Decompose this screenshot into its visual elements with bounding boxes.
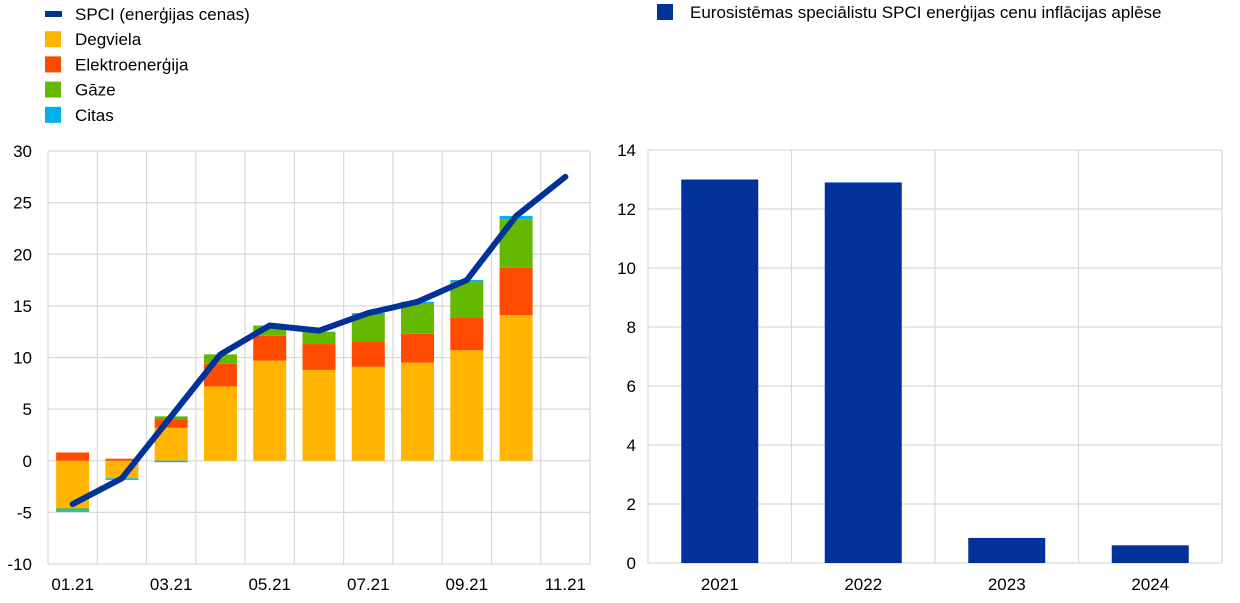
legend-label: SPCI (enerģijas cenas) xyxy=(75,5,250,24)
bar xyxy=(681,179,759,563)
spci-line xyxy=(69,173,569,508)
bar-segment-electricity xyxy=(401,333,435,363)
bar-segment-electricity xyxy=(56,452,90,461)
x-tick-label: 2023 xyxy=(988,575,1026,594)
legend-label: Eurosistēmas speciālistu SPCI enerģijas … xyxy=(690,3,1162,22)
legend-label: Gāze xyxy=(75,81,116,100)
bar-segment-electricity xyxy=(499,267,533,316)
legend-label: Elektroenerģija xyxy=(75,55,189,74)
legend-swatch-electricity xyxy=(45,56,61,73)
y-tick-label: 0 xyxy=(23,452,32,471)
bar-segment-electricity xyxy=(450,317,484,351)
right-chart: 0 2 4 6 8 10 12 14 2021 2022 2023 2024 xyxy=(617,141,1223,594)
bar-segment-electricity xyxy=(105,458,139,461)
bar-segment-fuel xyxy=(499,315,533,461)
bar xyxy=(1111,545,1189,563)
x-tick-label: 07.21 xyxy=(347,575,390,594)
bar-segment-gas xyxy=(401,302,435,334)
y-tick-label: 10 xyxy=(617,259,636,278)
y-tick-label: 15 xyxy=(13,297,32,316)
bar-segment-fuel xyxy=(253,360,287,461)
bar-segment-gas xyxy=(302,331,336,345)
x-tick-label: 2022 xyxy=(844,575,882,594)
y-tick-label: 14 xyxy=(617,141,636,160)
bar-segment-electricity xyxy=(253,335,287,361)
x-tick-label: 2024 xyxy=(1131,575,1169,594)
bar-segment-fuel xyxy=(351,366,385,461)
x-tick-label: 05.21 xyxy=(248,575,291,594)
bar xyxy=(968,537,1046,563)
bar-segment-other xyxy=(154,460,188,463)
bar-segment-fuel xyxy=(203,386,237,461)
y-tick-label: -10 xyxy=(7,555,32,574)
y-tick-label: 0 xyxy=(627,554,636,573)
bar-segment-fuel xyxy=(450,350,484,461)
y-tick-label: 12 xyxy=(617,200,636,219)
bar xyxy=(824,182,902,563)
y-tick-label: 20 xyxy=(13,245,32,264)
bar-segment-electricity xyxy=(154,419,188,428)
y-tick-label: 8 xyxy=(627,318,636,337)
y-tick-label: -5 xyxy=(17,503,32,522)
left-legend: SPCI (enerģijas cenas) Degviela Elektroene… xyxy=(45,5,250,125)
bar-segment-gas xyxy=(56,508,90,511)
y-tick-label: 10 xyxy=(13,349,32,368)
x-tick-label: 03.21 xyxy=(150,575,193,594)
legend-line-swatch xyxy=(45,11,62,17)
x-tick-label: 11.21 xyxy=(545,575,586,594)
x-tick-label: 2021 xyxy=(701,575,739,594)
y-tick-label: 4 xyxy=(627,436,636,455)
bar-segment-fuel xyxy=(302,369,336,461)
bar-segment-gas xyxy=(253,325,287,336)
legend-label: Citas xyxy=(75,106,114,125)
x-tick-label: 01.21 xyxy=(51,575,94,594)
legend-swatch xyxy=(657,4,673,20)
y-tick-label: 30 xyxy=(13,142,32,161)
legend-swatch-fuel xyxy=(45,31,61,48)
left-chart: -10 -5 0 5 10 15 20 25 30 01.21 03.21 05.21 07.21 09.… xyxy=(7,142,591,594)
y-tick-label: 6 xyxy=(627,377,636,396)
legend-label: Degviela xyxy=(75,30,142,49)
y-tick-label: 25 xyxy=(13,194,32,213)
right-legend: Eurosistēmas speciālistu SPCI enerģijas … xyxy=(657,3,1162,22)
legend-swatch-gas xyxy=(45,81,61,98)
bar-segment-fuel xyxy=(401,362,435,461)
x-tick-label: 09.21 xyxy=(446,575,489,594)
legend-swatch-other xyxy=(45,106,61,123)
bar-segment-electricity xyxy=(302,344,336,370)
y-tick-label: 2 xyxy=(627,495,636,514)
bar-segment-other xyxy=(56,510,90,512)
bar-segment-electricity xyxy=(351,342,385,367)
y-tick-label: 5 xyxy=(23,400,32,419)
